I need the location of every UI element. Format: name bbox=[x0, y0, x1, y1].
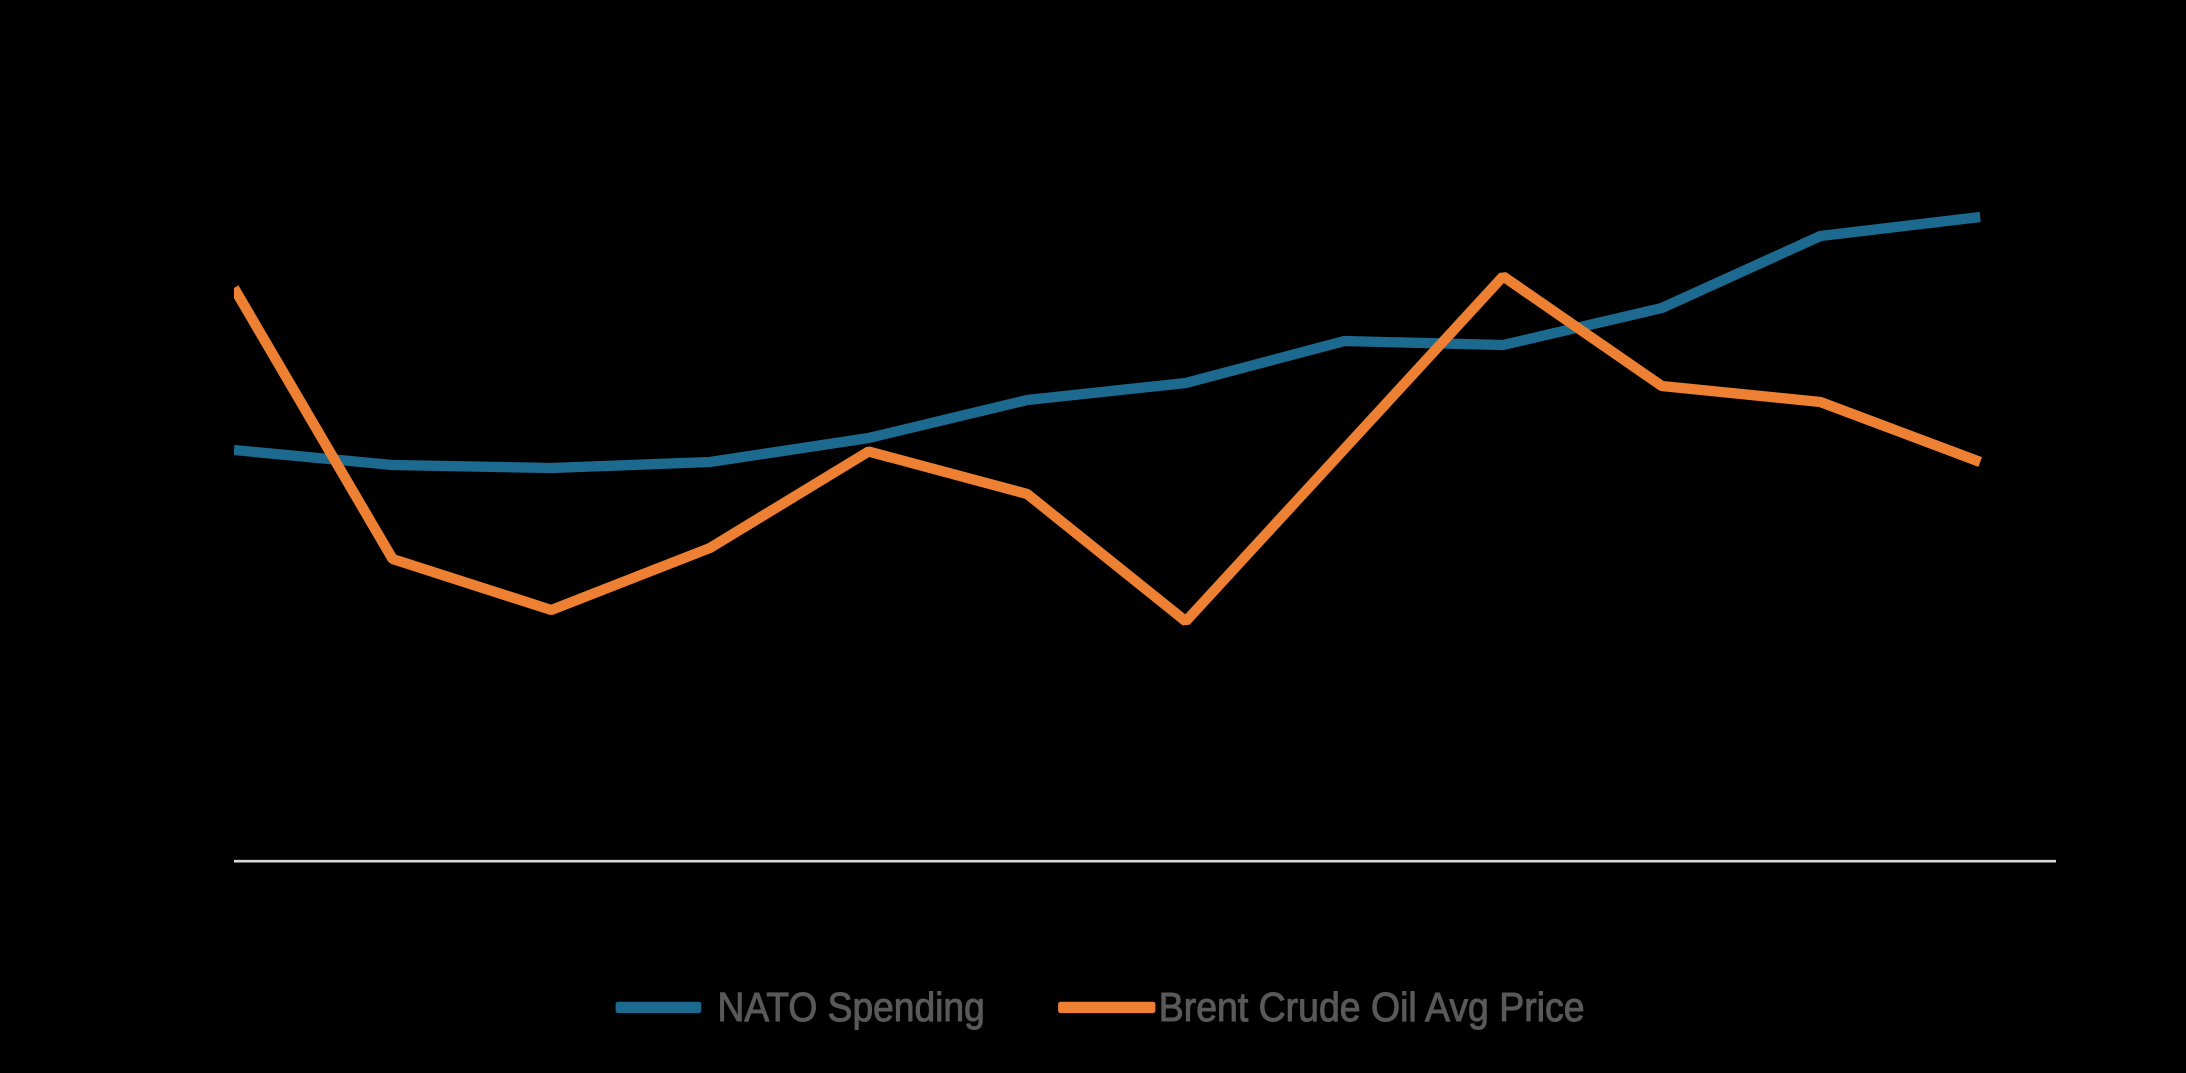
svg-text:NATO Spending: NATO Spending bbox=[718, 985, 985, 1030]
svg-text:Brent Crude Oil Avg Price: Brent Crude Oil Avg Price bbox=[1159, 984, 1585, 1030]
